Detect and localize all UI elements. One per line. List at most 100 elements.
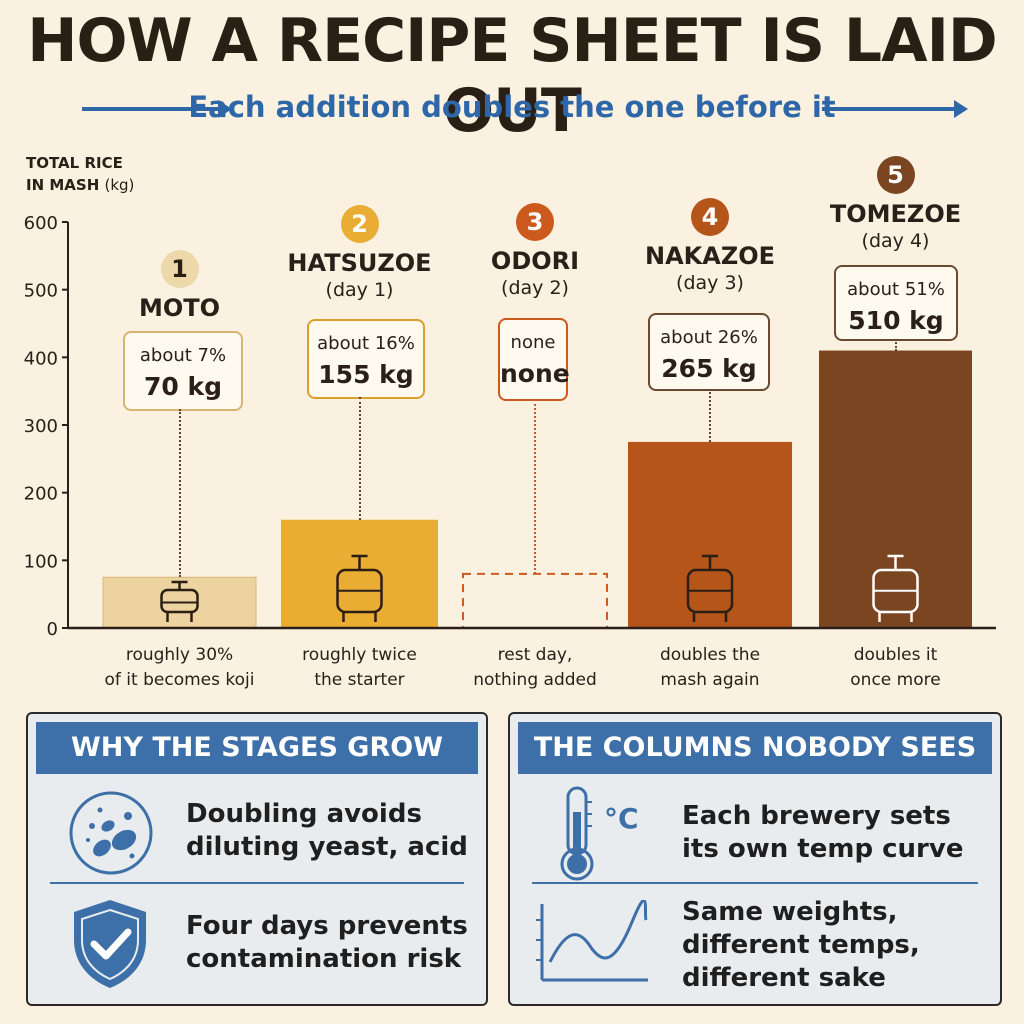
stage-share: about 51% bbox=[847, 279, 945, 300]
y-axis-label-line2: IN MASH bbox=[26, 176, 100, 194]
stage-footnote: roughly 30% of it becomes koji bbox=[90, 643, 270, 693]
bar-tomezoe bbox=[819, 350, 972, 628]
panel-divider bbox=[50, 882, 464, 884]
y-axis-label-line1: TOTAL RICE bbox=[26, 154, 123, 172]
stage-header-tomezoe: 5 TOMEZOE (day 4) bbox=[811, 156, 981, 252]
small-tank-icon bbox=[160, 580, 199, 622]
panel-row: Four days prevents contamination risk bbox=[28, 892, 486, 1002]
y-tick-label: 300 bbox=[24, 416, 58, 437]
stage-footnote: roughly twice the starter bbox=[270, 643, 450, 693]
subtitle-row: Each addition doubles the one before it bbox=[0, 86, 1024, 136]
stage-amount: 70 kg bbox=[143, 372, 222, 401]
stage-number-badge: 1 bbox=[160, 250, 199, 288]
y-tick-label: 0 bbox=[47, 619, 58, 640]
panel-text-line: contamination risk bbox=[186, 944, 462, 974]
stage-name: NAKAZOE bbox=[644, 242, 776, 270]
stage-footnote-line: once more bbox=[850, 670, 941, 690]
stage-leader-line bbox=[358, 397, 361, 520]
stage-footnote-line: the starter bbox=[314, 670, 405, 690]
y-tick-label: 500 bbox=[24, 281, 58, 302]
y-tick-label: 200 bbox=[24, 484, 58, 505]
stage-footnote-line: nothing added bbox=[473, 670, 597, 690]
stage-share: about 26% bbox=[660, 327, 758, 348]
stage-leader-line bbox=[709, 389, 711, 442]
panel-text: Doubling avoids diluting yeast, acid bbox=[186, 798, 468, 864]
left-arrow-icon bbox=[82, 100, 232, 118]
stage-callout: none none bbox=[498, 318, 570, 401]
y-axis-label: TOTAL RICE IN MASH (kg) bbox=[26, 152, 134, 196]
subtitle: Each addition doubles the one before it bbox=[188, 90, 836, 124]
panel-text-line: different sake bbox=[682, 963, 886, 993]
panel-why-stages-grow: WHY THE STAGES GROW Doubling avoids dilu… bbox=[26, 712, 488, 1006]
stage-header-moto: 1 MOTO bbox=[110, 250, 250, 322]
tank-icon bbox=[336, 554, 383, 622]
celsius-label: °C bbox=[604, 802, 639, 835]
panel-text-line: Four days prevents bbox=[186, 911, 468, 941]
stage-share: about 7% bbox=[139, 345, 227, 366]
yeast-cells-icon bbox=[69, 791, 153, 875]
shield-check-icon bbox=[74, 900, 146, 988]
panel-columns-nobody-sees: THE COLUMNS NOBODY SEES °C Each brewery … bbox=[508, 712, 1002, 1006]
bar-chart: 0 100 200 300 400 500 600 bbox=[24, 213, 996, 640]
panel-text-line: Each brewery sets bbox=[682, 801, 951, 831]
stage-callout: about 16% 155 kg bbox=[307, 319, 425, 399]
temperature-curve-icon bbox=[536, 900, 648, 982]
bar-odori bbox=[462, 572, 608, 629]
panel-row: °C Each brewery sets its own temp curve bbox=[510, 782, 1000, 892]
panel-text-line: Same weights, bbox=[682, 897, 898, 927]
stage-day: (day 1) bbox=[325, 279, 394, 301]
stage-footnote-line: roughly twice bbox=[302, 645, 417, 665]
stage-leader-line bbox=[534, 399, 536, 574]
stage-footnote-line: mash again bbox=[660, 670, 760, 690]
stage-name: ODORI bbox=[490, 247, 580, 275]
stage-share: about 16% bbox=[317, 333, 415, 354]
y-tick-label: 100 bbox=[24, 551, 58, 572]
stage-name: MOTO bbox=[138, 294, 221, 322]
stage-name: HATSUZOE bbox=[287, 249, 432, 277]
stage-header-odori: 3 ODORI (day 2) bbox=[460, 203, 610, 299]
y-tick-label: 400 bbox=[24, 348, 58, 369]
panel-text-line: different temps, bbox=[682, 930, 920, 960]
panel-text-line: diluting yeast, acid bbox=[186, 832, 468, 862]
stage-amount: 510 kg bbox=[848, 306, 944, 335]
panel-text: Each brewery sets its own temp curve bbox=[682, 800, 963, 866]
right-arrow-icon bbox=[822, 100, 968, 118]
stage-share: none bbox=[510, 332, 556, 353]
tank-icon bbox=[686, 554, 734, 622]
y-tick-label: 600 bbox=[24, 213, 58, 234]
stage-footnote: doubles the mash again bbox=[620, 643, 800, 693]
stage-number-badge: 3 bbox=[516, 203, 554, 241]
stage-number-badge: 4 bbox=[691, 198, 729, 236]
stage-amount: none bbox=[500, 359, 570, 388]
stage-amount: 155 kg bbox=[318, 360, 414, 389]
panel-text-line: its own temp curve bbox=[682, 834, 964, 864]
panel-divider bbox=[532, 882, 978, 884]
panel-row: Same weights, different temps, different… bbox=[510, 890, 1000, 1000]
stage-footnote-line: doubles the bbox=[659, 645, 761, 665]
bar-hatsuzoe bbox=[281, 519, 438, 628]
stage-footnote-line: rest day, bbox=[497, 645, 573, 665]
stage-callout: about 7% 70 kg bbox=[123, 331, 243, 411]
stage-header-hatsuzoe: 2 HATSUZOE (day 1) bbox=[280, 205, 440, 301]
stage-footnote: rest day, nothing added bbox=[445, 643, 625, 693]
panel-heading: WHY THE STAGES GROW bbox=[36, 722, 478, 774]
stage-footnote-line: doubles it bbox=[853, 645, 938, 665]
stage-footnote-line: of it becomes koji bbox=[104, 670, 255, 690]
stage-callout: about 26% 265 kg bbox=[648, 313, 770, 391]
stage-leader-line bbox=[894, 339, 897, 351]
stage-header-nakazoe: 4 NAKAZOE (day 3) bbox=[630, 198, 790, 294]
tank-icon bbox=[872, 554, 919, 622]
page-title: HOW A RECIPE SHEET IS LAID OUT bbox=[27, 6, 997, 146]
stage-name: TOMEZOE bbox=[829, 200, 962, 228]
panel-row: Doubling avoids diluting yeast, acid bbox=[28, 782, 486, 892]
thermometer-icon bbox=[560, 786, 594, 881]
stage-leader-line bbox=[178, 409, 181, 578]
panel-text: Same weights, different temps, different… bbox=[682, 896, 920, 995]
bar-nakazoe bbox=[628, 441, 792, 628]
y-axis-unit: (kg) bbox=[104, 176, 135, 194]
stage-callout: about 51% 510 kg bbox=[834, 265, 958, 341]
stage-footnote: doubles it once more bbox=[806, 643, 986, 693]
stage-day: (day 3) bbox=[676, 272, 744, 294]
stage-amount: 265 kg bbox=[661, 354, 757, 383]
stage-day: (day 4) bbox=[861, 230, 930, 252]
